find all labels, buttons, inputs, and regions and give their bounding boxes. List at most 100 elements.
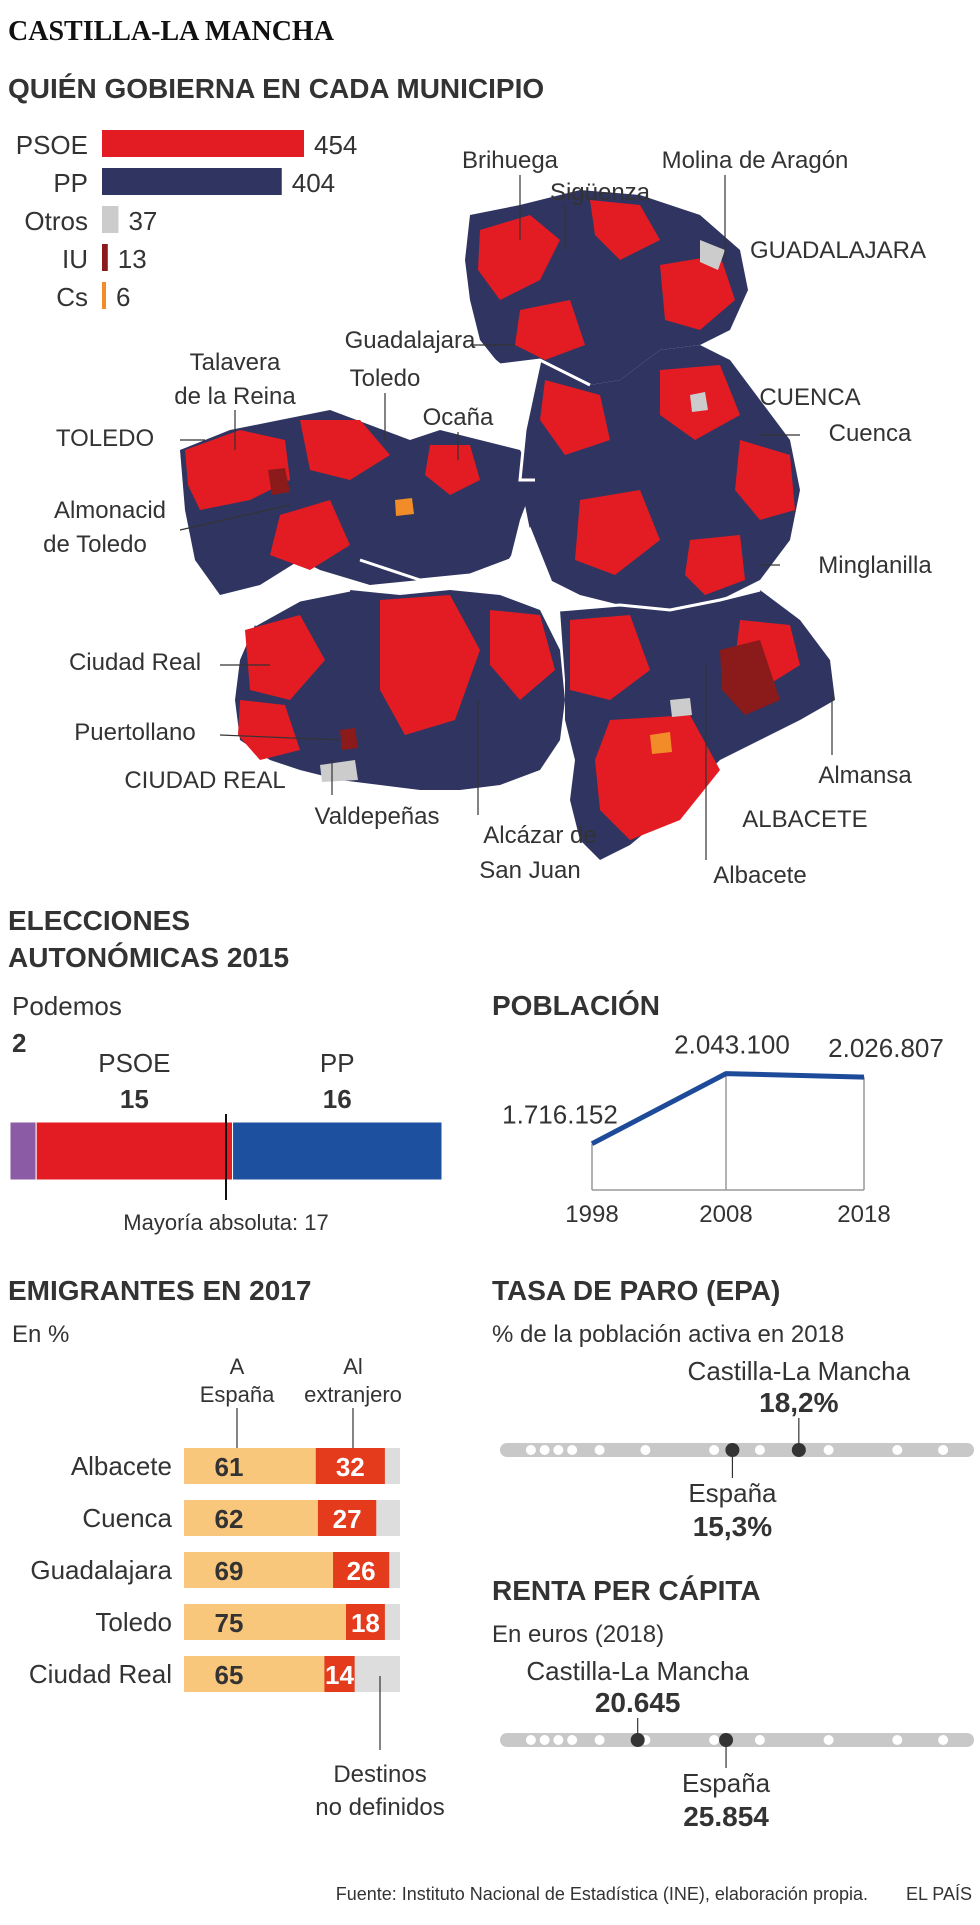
autonomicas-value-pp: 16 bbox=[323, 1084, 352, 1114]
autonomicas-title-line2: AUTONÓMICAS 2015 bbox=[8, 942, 289, 973]
map-albacete-iu bbox=[720, 640, 780, 715]
map-guadalajara-red-4 bbox=[515, 300, 585, 360]
paro-region-value: 18,2% bbox=[759, 1387, 838, 1418]
map-toledo-red-2 bbox=[300, 420, 390, 480]
renta-dot-region-0 bbox=[525, 1735, 536, 1745]
emigrantes-value-abroad-ciudad-real: 14 bbox=[325, 1660, 354, 1690]
emigrantes-bar-spain-albacete bbox=[184, 1448, 316, 1484]
municipios-bar-psoe bbox=[102, 130, 304, 157]
autonomicas-value-podemos: 2 bbox=[12, 1028, 26, 1058]
emigrantes-label-albacete: Albacete bbox=[71, 1451, 172, 1481]
renta-dot-region-highlight bbox=[630, 1733, 645, 1747]
region-map bbox=[180, 190, 835, 860]
label-albacete-city: Albacete bbox=[713, 862, 806, 889]
municipios-value-pp: 404 bbox=[292, 168, 335, 198]
map-cuenca-red-5 bbox=[685, 535, 745, 595]
renta-dot-region-4 bbox=[594, 1735, 605, 1745]
municipios-bar-cs bbox=[102, 282, 106, 309]
emigrantes-header-spain-1: A bbox=[230, 1354, 245, 1379]
paro-spain-label: España bbox=[688, 1478, 777, 1508]
autonomicas-label-pp: PP bbox=[320, 1048, 355, 1078]
label-almonacid-1: Almonacid bbox=[54, 497, 166, 524]
map-province-borders bbox=[254, 338, 761, 627]
paro-dot-region-0 bbox=[525, 1445, 536, 1455]
paro-dot-region-1 bbox=[539, 1445, 550, 1455]
renta-dot-region-1 bbox=[539, 1735, 550, 1745]
autonomicas-label-psoe: PSOE bbox=[98, 1048, 170, 1078]
map-ciudad-real-red-2 bbox=[380, 595, 480, 735]
poblacion-value-2008: 2.043.100 bbox=[674, 1030, 790, 1060]
map-toledo-iu bbox=[268, 468, 290, 495]
renta-spain-label: España bbox=[682, 1768, 771, 1798]
autonomicas-title-line1: ELECCIONES bbox=[8, 905, 190, 936]
majority-label: Mayoría absoluta: 17 bbox=[123, 1210, 328, 1235]
municipios-value-iu: 13 bbox=[118, 244, 147, 274]
paro-dot-region-10 bbox=[938, 1445, 949, 1455]
municipios-label-psoe: PSOE bbox=[16, 130, 88, 160]
label-toledo-city: Toledo bbox=[350, 365, 421, 392]
paro-dot-region-3 bbox=[567, 1445, 578, 1455]
map-ciudad-real-red-4 bbox=[238, 700, 300, 760]
label-ciudad-real-province: CIUDAD REAL bbox=[124, 767, 285, 794]
label-cuenca-province: CUENCA bbox=[759, 384, 860, 411]
municipios-label-otros: Otros bbox=[24, 206, 88, 236]
renta-dot-spain bbox=[719, 1733, 734, 1747]
autonomicas-value-psoe: 15 bbox=[120, 1084, 149, 1114]
emigrantes-bar-spain-cuenca bbox=[184, 1500, 318, 1536]
label-alcazar-2: San Juan bbox=[479, 857, 580, 884]
emigrantes-label-ciudad-real: Ciudad Real bbox=[29, 1659, 172, 1689]
municipios-label-pp: PP bbox=[53, 168, 88, 198]
renta-dot-region-9 bbox=[892, 1735, 903, 1745]
autonomicas-bar-psoe bbox=[35, 1121, 234, 1181]
emigrantes-unit: En % bbox=[12, 1321, 69, 1348]
map-ciudad-real-red-1 bbox=[245, 615, 325, 700]
municipios-label-iu: IU bbox=[62, 244, 88, 274]
map-cuenca-red-1 bbox=[540, 380, 610, 455]
emigrantes-value-spain-ciudad-real: 65 bbox=[215, 1660, 244, 1690]
poblacion-tick-2008: 2008 bbox=[699, 1201, 752, 1228]
map-toledo-cs bbox=[395, 498, 414, 516]
poblacion-value-1998: 1.716.152 bbox=[502, 1100, 618, 1130]
brand-label: EL PAÍS bbox=[906, 1884, 972, 1904]
paro-dot-region-6 bbox=[709, 1445, 720, 1455]
emigrantes-chart: A España Al extranjero Albacete 61 32 Cuenca 62 2… bbox=[29, 1354, 445, 1821]
municipios-bar-chart: PSOE 454 PP 404 Otros 37 IU 13 Cs 6 bbox=[16, 130, 357, 312]
emigrantes-value-spain-toledo: 75 bbox=[215, 1608, 244, 1638]
poblacion-chart: 1998 2008 2018 1.716.152 2.043.100 2.026.807 bbox=[502, 1030, 944, 1228]
label-brihuega: Brihuega bbox=[462, 147, 559, 174]
map-guadalajara-red-3 bbox=[660, 255, 735, 330]
map-albacete-red-1 bbox=[570, 615, 650, 700]
emigrantes-bar-abroad-cuenca bbox=[317, 1500, 377, 1536]
emigrantes-value-abroad-guadalajara: 26 bbox=[347, 1556, 376, 1586]
label-albacete-province: ALBACETE bbox=[742, 806, 867, 833]
paro-dot-region-7 bbox=[754, 1445, 765, 1455]
map-ciudad-real-grey bbox=[320, 760, 358, 782]
map-guadalajara-red-2 bbox=[590, 200, 660, 260]
municipios-value-cs: 6 bbox=[116, 282, 130, 312]
emigrantes-header-abroad-1: Al bbox=[343, 1354, 363, 1379]
map-leader-lines bbox=[179, 175, 833, 860]
map-labels: Brihuega Sigüenza Molina de Aragón GUADA… bbox=[43, 147, 932, 889]
renta-dot-region-3 bbox=[567, 1735, 578, 1745]
map-toledo-red-3 bbox=[270, 500, 350, 570]
label-alcazar-1: Alcázar de bbox=[483, 822, 596, 849]
emigrantes-label-guadalajara: Guadalajara bbox=[30, 1555, 172, 1585]
renta-strip bbox=[500, 1733, 974, 1747]
paro-dot-spain bbox=[725, 1443, 740, 1457]
label-talavera-1: Talavera bbox=[190, 349, 281, 376]
paro-dot-region-2 bbox=[553, 1445, 564, 1455]
emigrantes-value-abroad-toledo: 18 bbox=[351, 1608, 380, 1638]
label-molina: Molina de Aragón bbox=[662, 147, 849, 174]
renta-region-value: 20.645 bbox=[595, 1687, 681, 1718]
autonomicas-bar-podemos bbox=[9, 1121, 37, 1181]
paro-spain-value: 15,3% bbox=[693, 1511, 772, 1542]
emigrantes-bar-abroad-toledo bbox=[346, 1604, 385, 1640]
emigrantes-bar-abroad-albacete bbox=[315, 1448, 385, 1484]
map-ciudad-real-red-3 bbox=[490, 610, 555, 700]
emigrantes-value-spain-guadalajara: 69 bbox=[215, 1556, 244, 1586]
renta-dot-region-6 bbox=[709, 1735, 720, 1745]
label-minglanilla: Minglanilla bbox=[818, 552, 932, 579]
label-ocana: Ocaña bbox=[423, 404, 494, 431]
paro-dot-region-4 bbox=[594, 1445, 605, 1455]
